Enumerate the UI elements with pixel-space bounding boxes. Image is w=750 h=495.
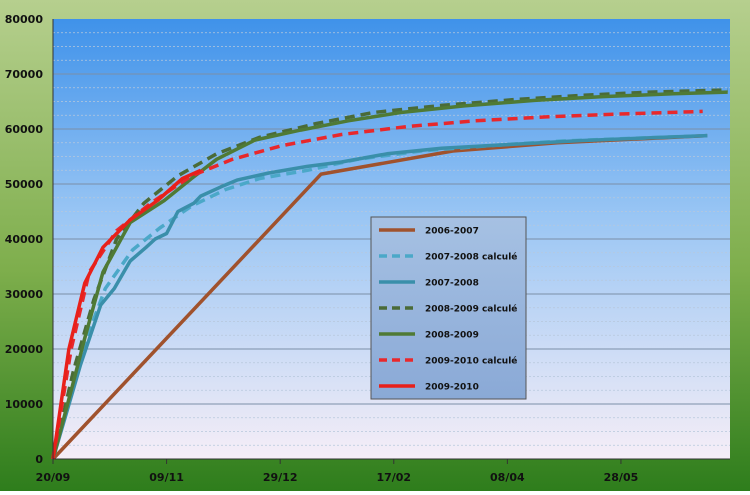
legend-label: 2007-2008 calculé (425, 252, 517, 263)
x-tick-label: 08/04 (490, 471, 525, 484)
y-tick-label: 80000 (5, 13, 44, 26)
series-line-2007-2008-calcul- (51, 133, 708, 460)
series-line-2009-2010 (51, 168, 202, 460)
y-tick-label: 0 (35, 453, 43, 466)
y-tick-label: 40000 (5, 233, 44, 246)
series-lines (51, 88, 728, 461)
legend-label: 2009-2010 calculé (425, 356, 517, 367)
y-tick-label: 20000 (5, 343, 44, 356)
axes: 0 10000 20000 30000 40000 50000 60000 70000 8000… (5, 13, 730, 484)
legend-label: 2009-2010 (425, 383, 479, 393)
series-line-2008-2009 (51, 90, 728, 460)
legend: 2006-2007 2007-2008 calculé 2007-2008 2008-… (370, 216, 527, 400)
x-tick-label: 20/09 (36, 471, 71, 484)
series-line-2007-2008 (51, 133, 708, 460)
x-tick-label: 09/11 (149, 471, 184, 484)
legend-label: 2008-2009 (425, 331, 479, 341)
y-tick-label: 10000 (5, 398, 44, 411)
y-tick-label: 70000 (5, 68, 44, 81)
legend-label: 2006-2007 (425, 227, 479, 237)
x-tick-label: 28/05 (604, 471, 639, 484)
y-tick-label: 60000 (5, 123, 44, 136)
x-tick-label: 29/12 (263, 471, 298, 484)
x-tick-label: 17/02 (376, 471, 411, 484)
y-tick-label: 50000 (5, 178, 44, 191)
legend-label: 2007-2008 (425, 279, 479, 289)
y-tick-label: 30000 (5, 288, 44, 301)
legend-label: 2008-2009 calculé (425, 304, 517, 315)
